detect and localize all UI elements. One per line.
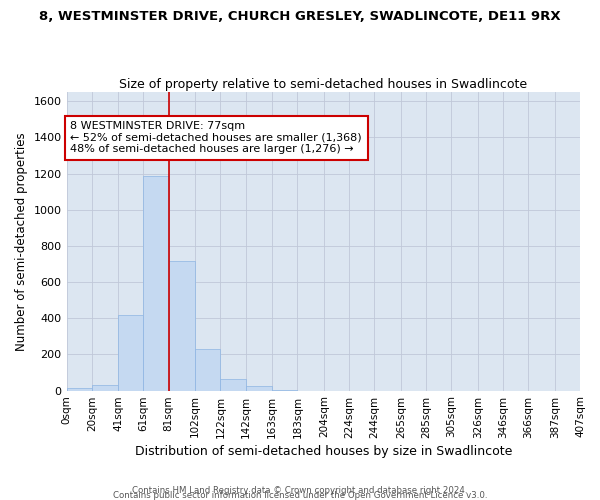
- Bar: [220, 379, 245, 390]
- Text: 8, WESTMINSTER DRIVE, CHURCH GRESLEY, SWADLINCOTE, DE11 9RX: 8, WESTMINSTER DRIVE, CHURCH GRESLEY, SW…: [39, 10, 561, 23]
- Title: Size of property relative to semi-detached houses in Swadlincote: Size of property relative to semi-detach…: [119, 78, 527, 91]
- Bar: [245, 386, 272, 390]
- X-axis label: Distribution of semi-detached houses by size in Swadlincote: Distribution of semi-detached houses by …: [134, 444, 512, 458]
- Bar: [118, 314, 143, 390]
- Bar: [143, 176, 169, 390]
- Bar: [92, 385, 118, 390]
- Bar: [195, 349, 220, 391]
- Bar: [169, 262, 195, 390]
- Y-axis label: Number of semi-detached properties: Number of semi-detached properties: [15, 132, 28, 350]
- Text: Contains HM Land Registry data © Crown copyright and database right 2024.: Contains HM Land Registry data © Crown c…: [132, 486, 468, 495]
- Bar: [67, 388, 92, 390]
- Text: Contains public sector information licensed under the Open Government Licence v3: Contains public sector information licen…: [113, 491, 487, 500]
- Text: 8 WESTMINSTER DRIVE: 77sqm
← 52% of semi-detached houses are smaller (1,368)
48%: 8 WESTMINSTER DRIVE: 77sqm ← 52% of semi…: [70, 121, 362, 154]
